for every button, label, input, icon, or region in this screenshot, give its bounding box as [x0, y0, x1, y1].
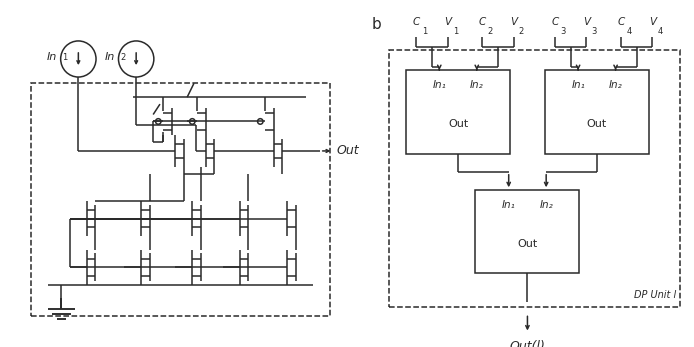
Text: Out: Out	[448, 119, 468, 129]
Text: V: V	[510, 17, 517, 27]
Text: C: C	[552, 17, 559, 27]
Text: In: In	[47, 52, 58, 62]
Text: In₂: In₂	[539, 200, 553, 210]
Text: Out: Out	[517, 239, 538, 249]
Text: Out: Out	[337, 144, 359, 158]
Text: 3: 3	[591, 27, 597, 36]
Bar	[475, 190, 579, 273]
Text: Out: Out	[586, 119, 607, 129]
Bar	[406, 70, 510, 153]
Text: V: V	[649, 17, 656, 27]
Text: In₂: In₂	[609, 80, 623, 90]
Text: 4: 4	[626, 27, 632, 36]
Text: 2: 2	[120, 53, 126, 62]
Text: C: C	[413, 17, 420, 27]
Text: 1: 1	[62, 53, 67, 62]
Bar	[545, 70, 649, 153]
Text: b: b	[371, 17, 381, 32]
Text: 2: 2	[518, 27, 524, 36]
Text: In₂: In₂	[470, 80, 484, 90]
Text: 1: 1	[452, 27, 458, 36]
Text: 4: 4	[658, 27, 663, 36]
Text: C: C	[618, 17, 625, 27]
Text: In₁: In₁	[571, 80, 585, 90]
Text: Out(l): Out(l)	[509, 340, 545, 347]
Text: 1: 1	[422, 27, 427, 36]
Text: V: V	[583, 17, 590, 27]
Text: In₁: In₁	[502, 200, 516, 210]
Text: V: V	[444, 17, 451, 27]
Text: DP Unit l: DP Unit l	[634, 290, 677, 300]
Text: C: C	[479, 17, 486, 27]
Text: In₁: In₁	[432, 80, 446, 90]
Text: In: In	[105, 52, 115, 62]
Text: 3: 3	[560, 27, 566, 36]
Text: 2: 2	[487, 27, 493, 36]
